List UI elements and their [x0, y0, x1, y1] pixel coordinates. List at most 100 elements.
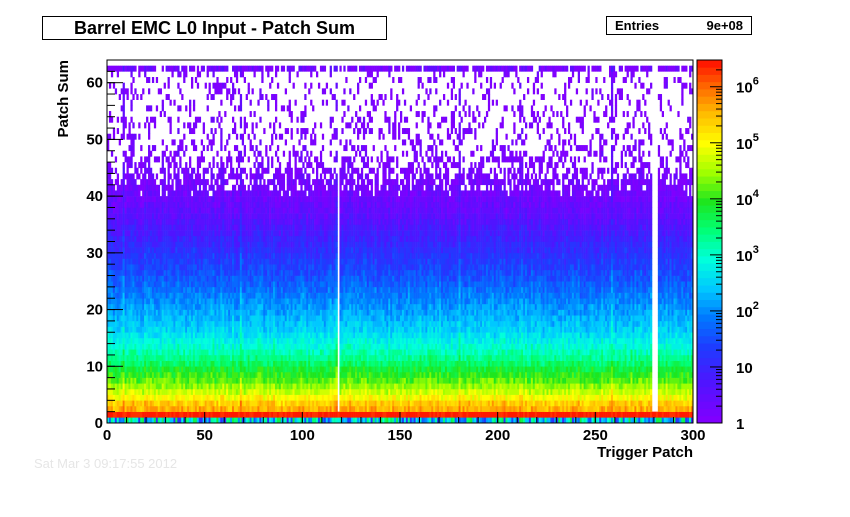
heatmap-cell	[132, 337, 135, 344]
heatmap-cell	[261, 184, 264, 191]
heatmap-cell	[120, 417, 123, 424]
heatmap-cell	[190, 394, 194, 401]
heatmap-cell	[155, 366, 159, 373]
heatmap-cell	[124, 235, 127, 242]
heatmap-cell	[292, 354, 295, 361]
heatmap-cell	[202, 65, 205, 72]
heatmap-cell	[167, 218, 170, 225]
heatmap-cell	[253, 411, 256, 418]
heatmap-cell	[216, 116, 219, 123]
heatmap-cell	[216, 360, 219, 367]
heatmap-cell	[278, 360, 282, 367]
heatmap-cell	[290, 190, 293, 197]
heatmap-cell	[108, 337, 112, 344]
heatmap-cell	[239, 190, 243, 197]
heatmap-cell	[116, 207, 120, 214]
heatmap-cell	[292, 190, 295, 197]
heatmap-cell	[132, 400, 135, 407]
heatmap-cell	[292, 286, 295, 293]
heatmap-cell	[278, 303, 282, 310]
heatmap-cell	[280, 201, 284, 208]
heatmap-cell	[200, 258, 204, 265]
heatmap-cell	[116, 65, 120, 72]
heatmap-cell	[280, 196, 284, 203]
heatmap-cell	[122, 128, 125, 135]
heatmap-cell	[212, 207, 215, 214]
heatmap-cell	[151, 264, 155, 271]
heatmap-cell	[155, 292, 159, 299]
heatmap-cell	[235, 349, 239, 356]
heatmap-cell	[278, 286, 282, 293]
heatmap-cell	[206, 388, 209, 395]
heatmap-cell	[108, 298, 112, 305]
heatmap-cell	[235, 241, 239, 248]
heatmap-cell	[274, 201, 278, 208]
heatmap-cell	[230, 213, 233, 220]
heatmap-cell	[190, 224, 194, 231]
heatmap-cell	[259, 150, 262, 157]
heatmap-cell	[192, 377, 196, 384]
heatmap-cell	[233, 343, 237, 350]
heatmap-cell	[300, 383, 303, 390]
heatmap-cell	[259, 411, 262, 418]
heatmap-cell	[224, 281, 227, 288]
heatmap-cell	[276, 82, 280, 89]
heatmap-cell	[243, 269, 246, 276]
heatmap-cell	[134, 405, 137, 412]
heatmap-cell	[159, 411, 162, 418]
heatmap-cell	[296, 286, 299, 293]
heatmap-cell	[216, 388, 219, 395]
heatmap-cell	[294, 184, 297, 191]
heatmap-cell	[230, 167, 233, 174]
heatmap-cell	[253, 275, 256, 282]
heatmap-cell	[177, 383, 180, 390]
heatmap-cell	[271, 275, 274, 282]
heatmap-cell	[120, 292, 123, 299]
heatmap-cell	[179, 405, 182, 412]
heatmap-cell	[263, 360, 266, 367]
heatmap-cell	[210, 179, 213, 186]
heatmap-cell	[294, 360, 297, 367]
heatmap-cell	[167, 405, 170, 412]
heatmap-cell	[132, 405, 135, 412]
heatmap-cell	[138, 281, 141, 288]
heatmap-cell	[294, 377, 297, 384]
heatmap-cell	[148, 128, 151, 135]
heatmap-cell	[177, 218, 180, 225]
heatmap-cell	[149, 275, 153, 282]
heatmap-cell	[165, 417, 168, 424]
heatmap-cell	[112, 411, 116, 418]
heatmap-cell	[165, 207, 168, 214]
heatmap-cell	[124, 116, 127, 123]
heatmap-cell	[212, 247, 215, 254]
heatmap-cell	[302, 405, 305, 412]
heatmap-cell	[284, 411, 287, 418]
heatmap-cell	[241, 377, 245, 384]
heatmap-cell	[282, 405, 286, 412]
heatmap-cell	[190, 269, 194, 276]
heatmap-cell	[230, 309, 233, 316]
heatmap-cell	[108, 201, 112, 208]
heatmap-cell	[153, 122, 157, 129]
heatmap-cell	[241, 275, 245, 282]
heatmap-cell	[108, 343, 112, 350]
heatmap-cell	[269, 360, 272, 367]
heatmap-cell	[278, 235, 282, 242]
heatmap-cell	[136, 315, 139, 322]
heatmap-cell	[146, 320, 149, 327]
heatmap-cell	[138, 122, 141, 129]
heatmap-cell	[274, 405, 278, 412]
heatmap-cell	[146, 405, 149, 412]
heatmap-cell	[306, 394, 309, 401]
heatmap-cell	[286, 213, 289, 220]
heatmap-cell	[163, 332, 166, 339]
heatmap-cell	[108, 394, 112, 401]
heatmap-cell	[185, 332, 188, 339]
heatmap-cell	[230, 366, 233, 373]
heatmap-cell	[116, 213, 120, 220]
heatmap-cell	[171, 354, 174, 361]
heatmap-cell	[110, 224, 114, 231]
heatmap-cell	[245, 309, 248, 316]
heatmap-cell	[198, 349, 202, 356]
heatmap-cell	[118, 383, 121, 390]
